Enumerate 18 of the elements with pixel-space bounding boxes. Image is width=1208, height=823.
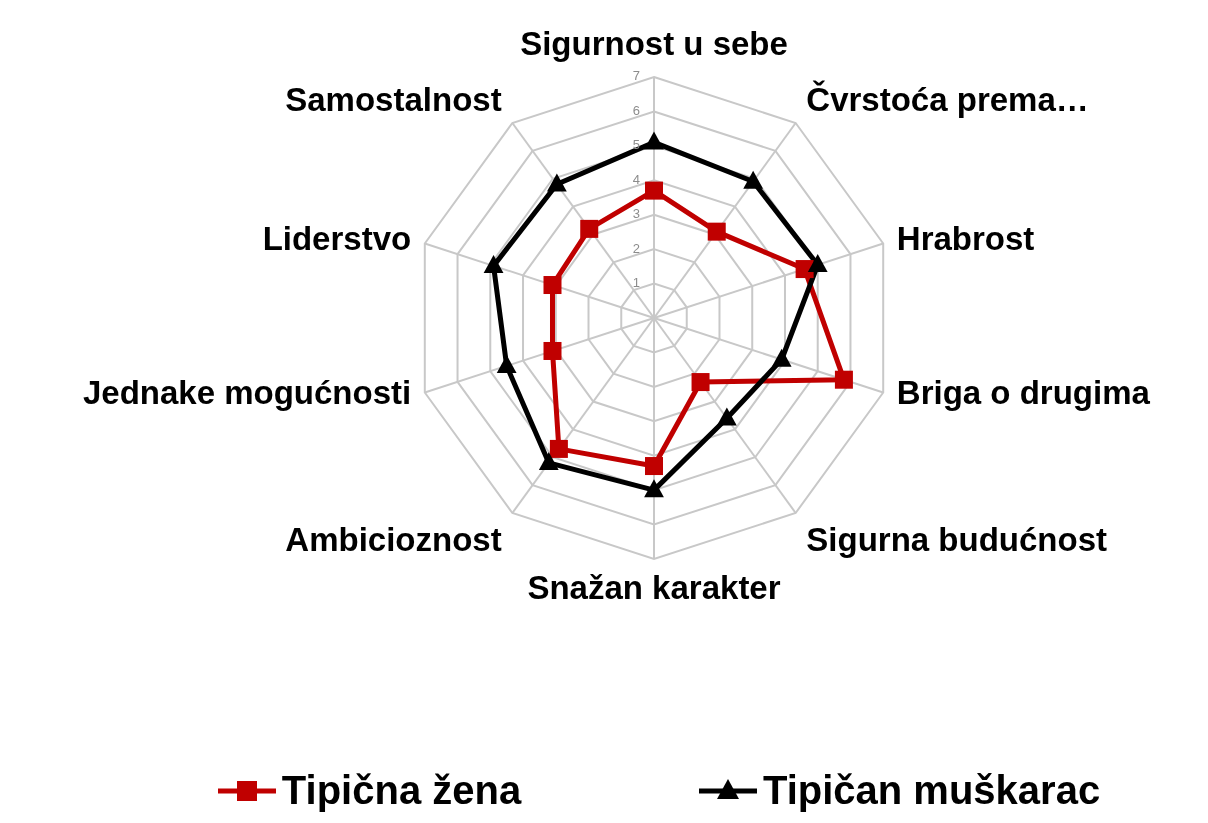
y-tick-label: 7 (632, 68, 640, 84)
spoke-label: Liderstvo (262, 219, 412, 257)
y-tick-label: 3 (632, 206, 640, 222)
legend-label: Tipična žena (281, 768, 522, 813)
spoke-label: Samostalnost (285, 81, 502, 119)
spoke-label: Sigurna budućnost (806, 521, 1108, 559)
spoke-label: Hrabrost (896, 219, 1035, 257)
spoke-label: Čvrstoća prema… (806, 80, 1089, 119)
y-tick-label: 4 (632, 171, 640, 187)
spoke-label: Sigurnost u sebe (520, 25, 788, 62)
legend-label: Tipičan muškarac (762, 768, 1101, 813)
spoke-label: Ambicioznost (285, 521, 502, 559)
y-tick-label: 6 (632, 102, 640, 118)
spoke-label: Snažan karakter (527, 569, 781, 606)
y-tick-label: 1 (632, 275, 640, 291)
spoke-label: Jednake mogućnosti (82, 373, 412, 411)
spoke-label: Briga o drugima (896, 373, 1151, 411)
y-tick-label: 2 (632, 240, 640, 256)
